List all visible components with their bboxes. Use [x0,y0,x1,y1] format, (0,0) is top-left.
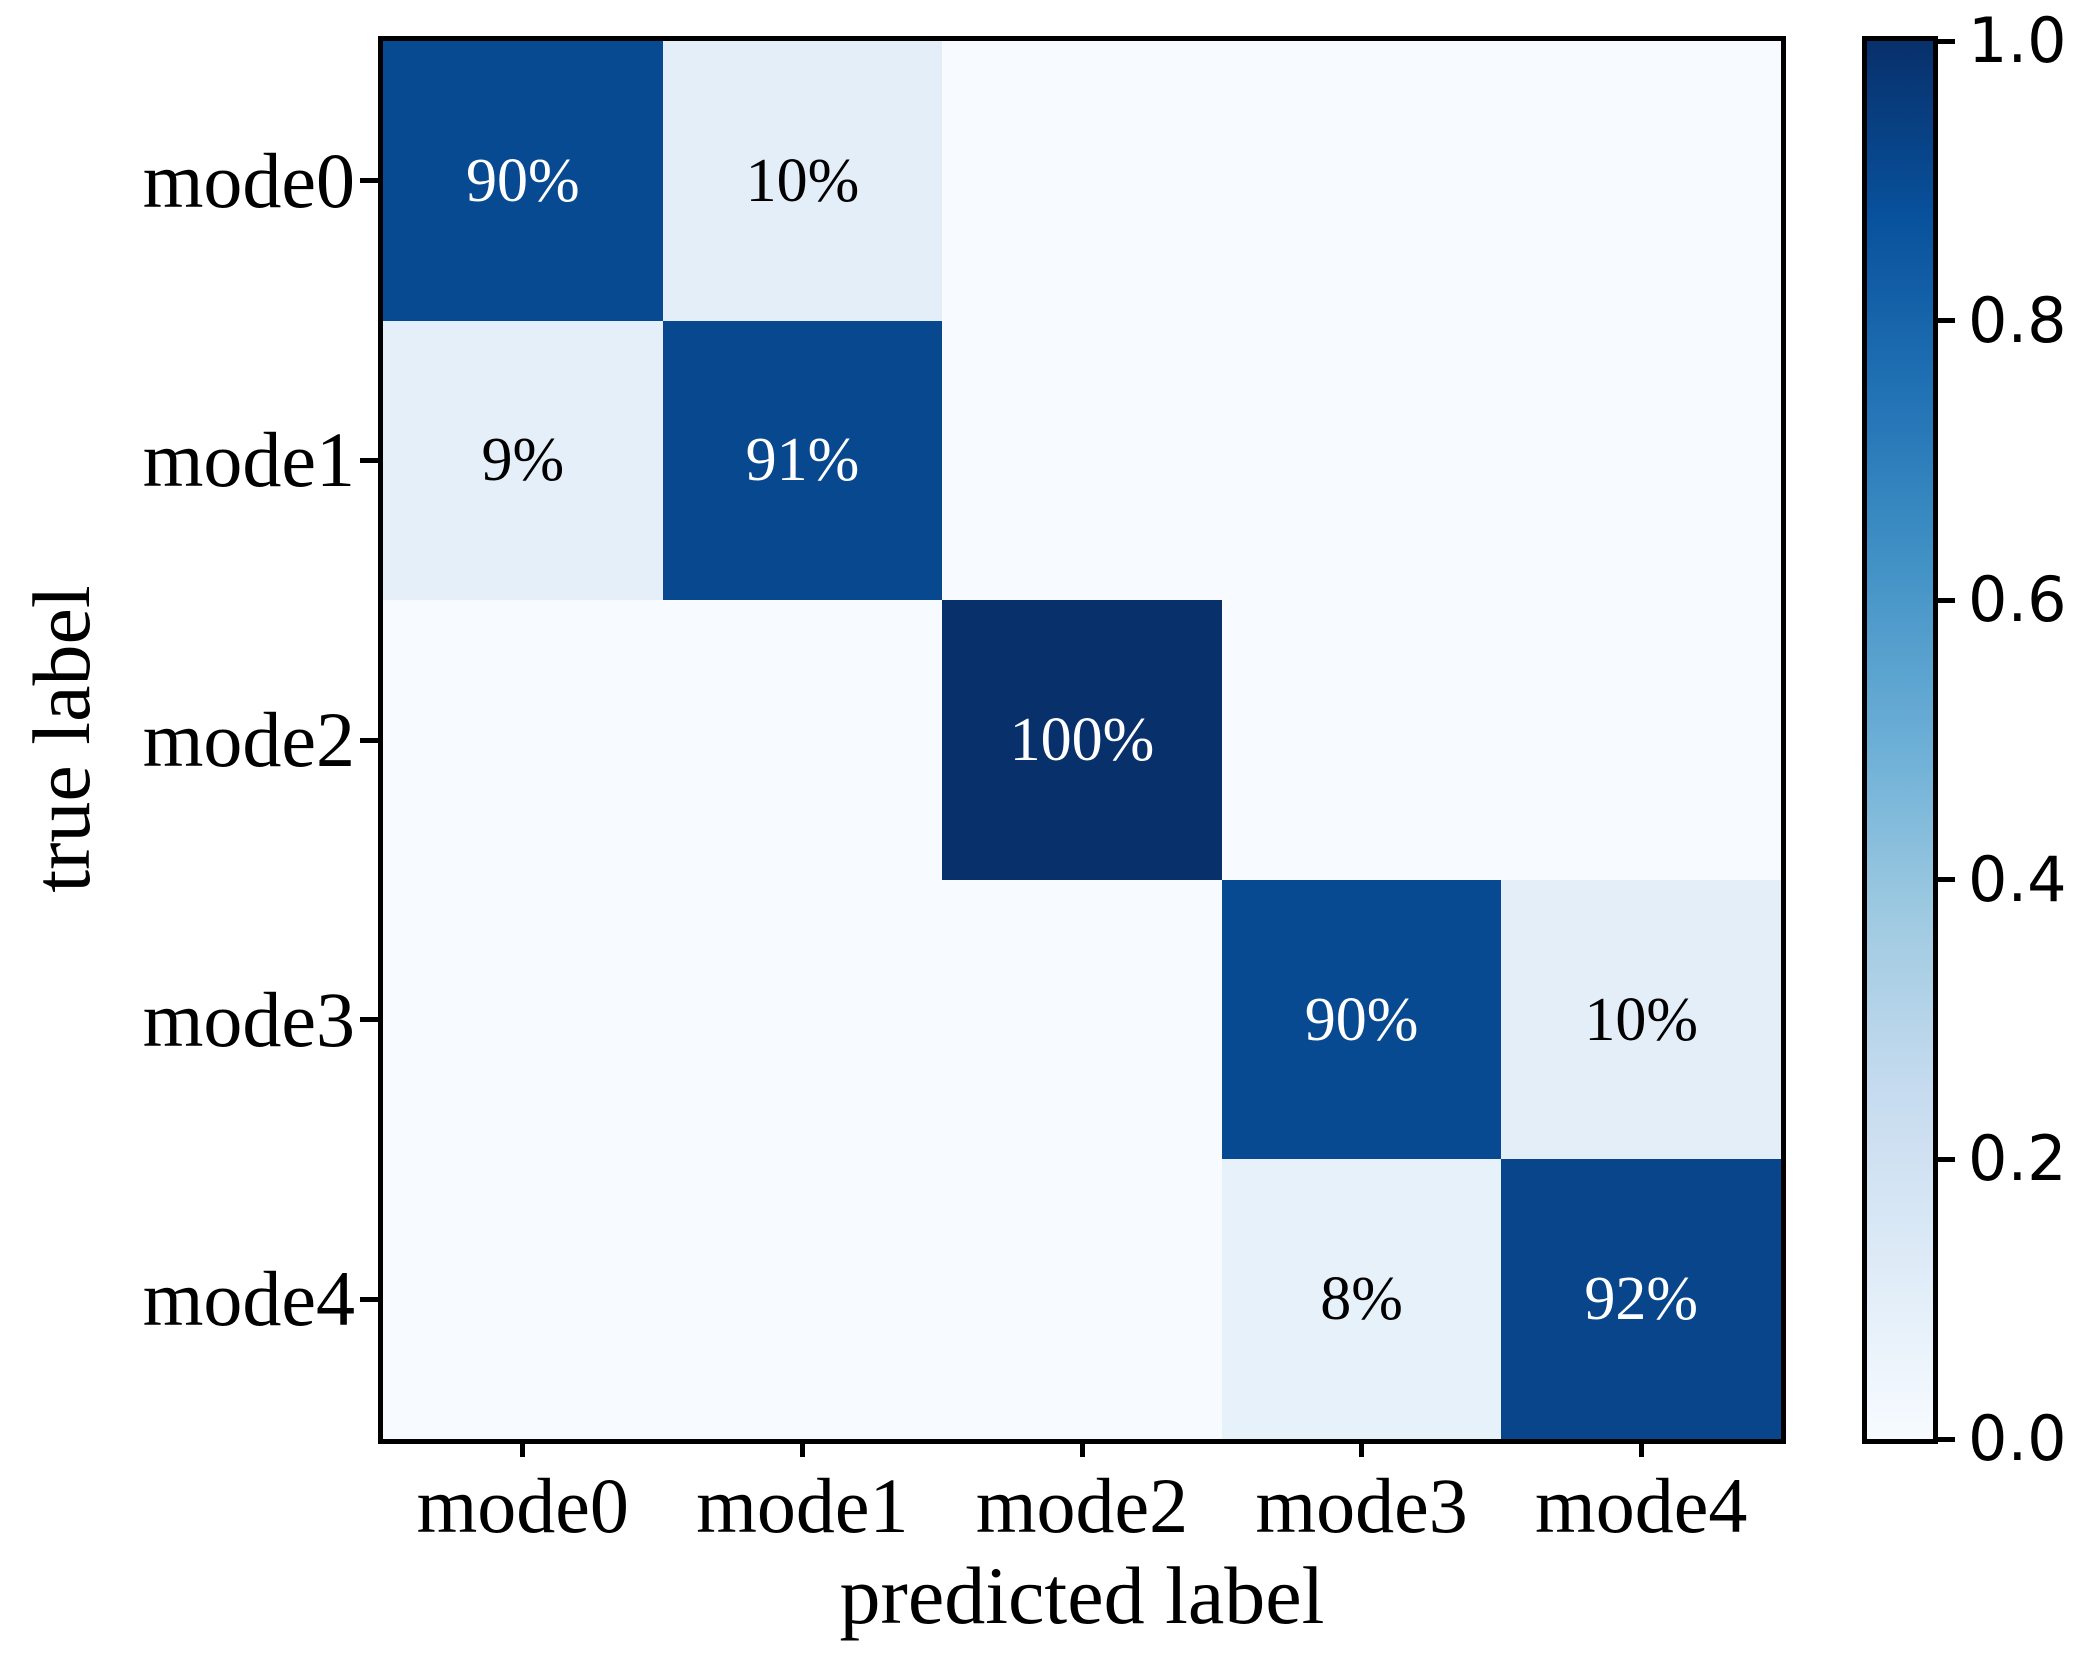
matrix-cell-mode3-mode3: 90% [1221,879,1502,1160]
matrix-cell-mode3-mode2 [942,879,1222,1160]
x-tick-mark [799,1439,805,1457]
matrix-cell-mode0-mode0: 90% [383,41,663,321]
y-tick-mark [360,737,378,743]
matrix-cell-mode4-mode1 [662,1159,943,1439]
matrix-cell-mode1-mode2 [942,320,1222,601]
y-tick-label-mode0: mode0 [142,136,355,224]
matrix-cell-mode0-mode3 [1221,41,1502,321]
matrix-cell-mode1-mode3 [1221,320,1502,601]
colorbar [1862,36,1938,1444]
colorbar-tick-label-0.0: 0.0 [1968,1402,2067,1475]
matrix-cell-mode4-mode4: 92% [1501,1159,1781,1439]
y-tick-label-mode2: mode2 [142,696,355,783]
cell-value: 10% [745,146,860,215]
matrix-cell-mode2-mode2: 100% [942,600,1222,880]
x-tick-mark [520,1439,526,1457]
y-tick-mark [360,1017,378,1023]
cell-value: 8% [1320,1265,1403,1334]
heatmap-grid: 90% 10% 9% 91% 100% 90% 10% 8% 92% [378,36,1786,1444]
matrix-cell-mode4-mode0 [383,1159,663,1439]
cell-value: 9% [481,426,565,495]
y-tick-label-mode1: mode1 [142,416,355,504]
colorbar-tick-mark [1933,318,1955,324]
matrix-cell-mode1-mode1: 91% [662,320,943,601]
cell-value: 91% [745,426,860,495]
cell-value: 92% [1584,1265,1699,1334]
y-tick-label-mode4: mode4 [142,1255,355,1343]
x-tick-mark [1079,1439,1085,1457]
y-tick-mark [360,457,378,463]
cell-value: 90% [465,146,580,215]
y-tick-mark [360,1296,378,1302]
matrix-cell-mode2-mode4 [1501,600,1781,880]
colorbar-tick-mark [1933,597,1955,603]
y-tick-mark [360,178,378,184]
matrix-cell-mode3-mode0 [383,879,663,1160]
colorbar-tick-label-1.0: 1.0 [1968,4,2067,77]
colorbar-tick-label-0.2: 0.2 [1968,1122,2067,1196]
x-tick-label-mode3: mode3 [1255,1462,1468,1549]
matrix-cell-mode3-mode1 [662,879,943,1160]
cell-value: 90% [1304,985,1419,1054]
cell-value: 10% [1584,985,1699,1054]
y-tick-label-mode3: mode3 [142,975,355,1063]
matrix-cell-mode2-mode0 [383,600,663,880]
matrix-cell-mode2-mode1 [662,600,943,880]
colorbar-tick-mark [1933,1436,1955,1442]
colorbar-tick-mark [1933,38,1955,44]
matrix-cell-mode4-mode3: 8% [1221,1159,1502,1439]
matrix-cell-mode0-mode4 [1501,41,1781,321]
matrix-cell-mode0-mode1: 10% [662,41,943,321]
colorbar-tick-mark [1933,877,1955,883]
x-tick-label-mode0: mode0 [416,1462,629,1549]
x-tick-mark [1359,1439,1365,1457]
matrix-cell-mode1-mode0: 9% [383,320,663,601]
matrix-cell-mode1-mode4 [1501,320,1781,601]
x-tick-label-mode2: mode2 [975,1462,1189,1549]
x-tick-label-mode4: mode4 [1535,1462,1748,1549]
colorbar-tick-label-0.8: 0.8 [1968,283,2067,357]
colorbar-tick-label-0.6: 0.6 [1968,563,2067,637]
matrix-cell-mode0-mode2 [942,41,1222,321]
matrix-cell-mode2-mode3 [1221,600,1502,880]
cell-value: 100% [1009,705,1155,774]
x-tick-mark [1638,1439,1644,1457]
x-tick-label-mode1: mode1 [696,1462,909,1549]
colorbar-tick-label-0.4: 0.4 [1968,842,2067,916]
matrix-cell-mode3-mode4: 10% [1501,879,1781,1160]
colorbar-tick-mark [1933,1156,1955,1162]
matrix-cell-mode4-mode2 [942,1159,1222,1439]
x-axis-title: predicted label [839,1550,1325,1641]
